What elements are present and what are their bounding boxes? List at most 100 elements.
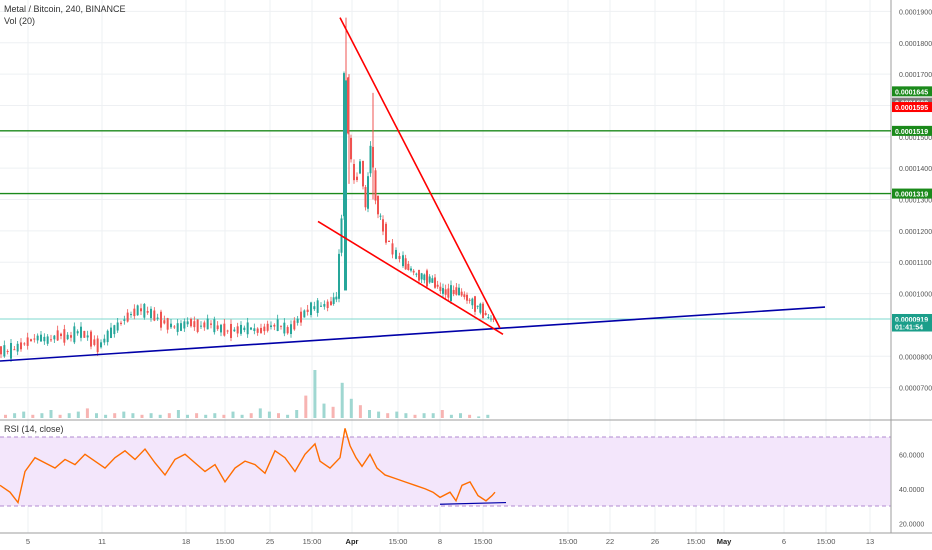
candle-body[interactable] (10, 342, 12, 359)
candle-body[interactable] (395, 249, 397, 259)
candle-body[interactable] (206, 318, 209, 330)
candle-body[interactable] (16, 343, 19, 352)
candle-body[interactable] (283, 322, 286, 334)
candle-body[interactable] (353, 164, 355, 181)
candle-body[interactable] (492, 318, 495, 320)
candle-body[interactable] (490, 318, 492, 320)
candle-body[interactable] (426, 270, 428, 287)
candle-body[interactable] (313, 306, 316, 310)
candle-body[interactable] (246, 322, 249, 335)
candle-body[interactable] (374, 170, 377, 201)
candle-body[interactable] (420, 273, 423, 280)
candle-body[interactable] (335, 296, 338, 300)
candle-body[interactable] (220, 324, 222, 333)
candle-body[interactable] (76, 331, 79, 334)
candle-body[interactable] (176, 323, 179, 332)
candle-body[interactable] (136, 305, 139, 316)
candle-body[interactable] (476, 305, 479, 307)
candle-body[interactable] (233, 329, 236, 332)
candle-body[interactable] (323, 304, 326, 307)
candle-body[interactable] (404, 258, 407, 270)
candle-body[interactable] (66, 334, 69, 340)
candle-body[interactable] (306, 309, 309, 312)
candle-body[interactable] (359, 161, 361, 174)
candle-body[interactable] (223, 323, 226, 336)
candle-body[interactable] (23, 343, 26, 345)
time-axis[interactable]: 5 11 18 15:00 25 15:00 Apr 15:00 8 15:00 15:00 22 26… (26, 537, 874, 546)
volume-title[interactable]: Vol (20) (4, 16, 35, 26)
candle-body[interactable] (260, 327, 262, 333)
candle-body[interactable] (330, 301, 332, 306)
candle-body[interactable] (46, 336, 49, 344)
candle-body[interactable] (216, 325, 219, 330)
candle-body[interactable] (146, 311, 149, 313)
candle-body[interactable] (487, 316, 490, 318)
candle-body[interactable] (250, 327, 252, 330)
candle-body[interactable] (369, 145, 372, 174)
trendline-support[interactable] (0, 306, 826, 362)
candle-body[interactable] (276, 319, 279, 332)
candle-body[interactable] (120, 322, 122, 324)
candle-body[interactable] (415, 273, 418, 275)
candle-body[interactable] (256, 328, 259, 333)
candle-body[interactable] (377, 195, 379, 215)
candle-body[interactable] (186, 321, 189, 325)
candle-body[interactable] (143, 303, 146, 318)
candle-body[interactable] (412, 270, 415, 273)
candle-body[interactable] (479, 303, 482, 313)
candle-body[interactable] (236, 326, 239, 334)
candle-body[interactable] (423, 274, 426, 281)
candle-body[interactable] (344, 80, 347, 291)
candle-body[interactable] (33, 338, 36, 340)
candle-body[interactable] (60, 333, 62, 337)
candle-body[interactable] (153, 310, 156, 321)
candle-body[interactable] (6, 351, 9, 353)
candle-body[interactable] (434, 277, 436, 288)
candle-body[interactable] (347, 77, 349, 134)
candle-body[interactable] (150, 308, 152, 319)
candle-body[interactable] (391, 243, 394, 255)
candle-body[interactable] (73, 326, 76, 343)
candle-body[interactable] (356, 176, 358, 181)
candle-body[interactable] (398, 256, 401, 259)
candle-body[interactable] (447, 288, 450, 298)
candle-body[interactable] (106, 330, 109, 343)
candle-body[interactable] (170, 323, 172, 328)
candle-body[interactable] (320, 305, 322, 307)
trendline-wedge-upper[interactable] (339, 17, 501, 329)
candle-body[interactable] (293, 320, 296, 330)
candle-body[interactable] (56, 330, 59, 341)
candle-body[interactable] (266, 323, 269, 331)
trendline-rsi-support[interactable] (439, 501, 507, 505)
trendline-wedge-lower[interactable] (317, 220, 504, 336)
candle-body[interactable] (263, 326, 266, 332)
candle-body[interactable] (367, 176, 369, 209)
candle-body[interactable] (103, 338, 106, 343)
candle-body[interactable] (388, 240, 390, 242)
candle-body[interactable] (402, 255, 404, 267)
candle-body[interactable] (36, 335, 39, 341)
candle-body[interactable] (53, 335, 56, 340)
candle-body[interactable] (326, 301, 329, 309)
candles[interactable] (0, 17, 495, 363)
candle-body[interactable] (418, 270, 420, 281)
rsi-title[interactable]: RSI (14, close) (4, 424, 64, 434)
candle-body[interactable] (40, 334, 42, 342)
candle-body[interactable] (183, 321, 186, 329)
candle-body[interactable] (180, 323, 182, 331)
candle-body[interactable] (230, 323, 232, 338)
candle-body[interactable] (273, 324, 276, 327)
candle-body[interactable] (442, 288, 444, 294)
candle-body[interactable] (379, 215, 382, 217)
candle-body[interactable] (116, 322, 119, 331)
candle-body[interactable] (439, 286, 442, 292)
candle-body[interactable] (350, 137, 352, 160)
candle-body[interactable] (270, 325, 272, 328)
candle-body[interactable] (474, 296, 476, 312)
candle-body[interactable] (484, 312, 487, 315)
symbol-title[interactable]: Metal / Bitcoin, 240, BINANCE (4, 4, 126, 14)
candle-body[interactable] (455, 287, 458, 295)
candle-body[interactable] (160, 311, 162, 328)
candle-body[interactable] (90, 331, 92, 347)
candle-body[interactable] (213, 319, 216, 333)
